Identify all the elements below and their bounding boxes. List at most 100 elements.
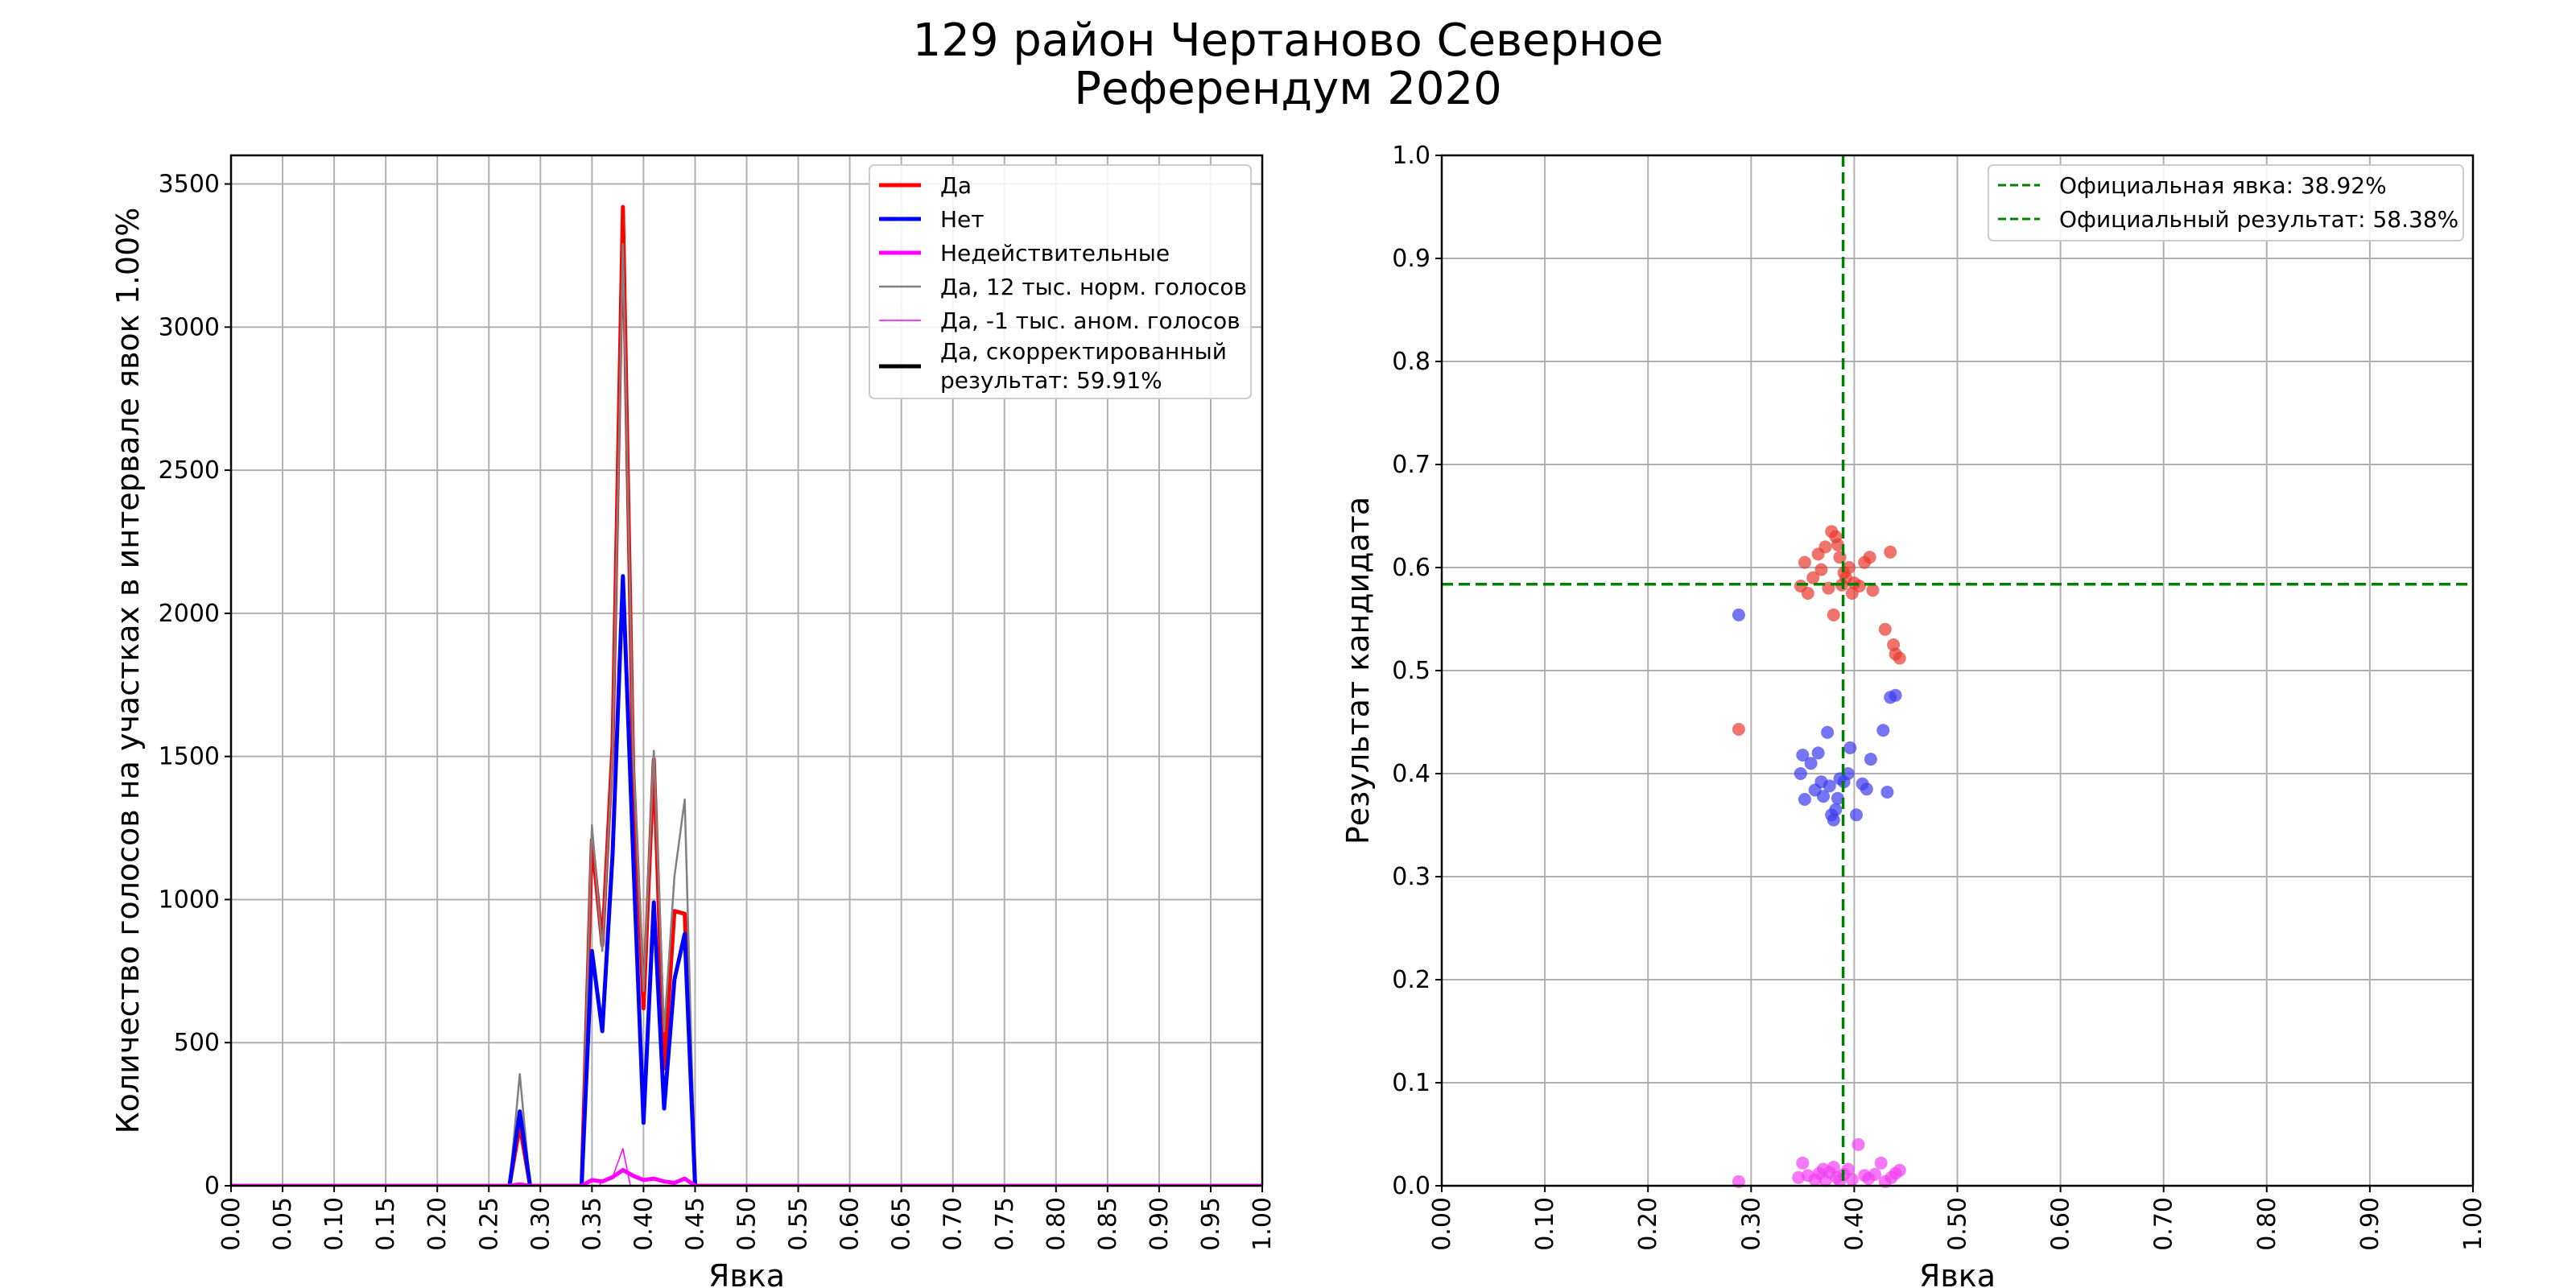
x-tick-label: 0.00	[1428, 1197, 1456, 1251]
plot-frame	[229, 154, 1264, 1187]
y-tick-label: 0.3	[1392, 863, 1430, 891]
x-tick-label: 0.20	[1634, 1197, 1662, 1251]
scatter-point-2	[1889, 688, 1902, 702]
x-tick-label: 1.00	[1249, 1197, 1277, 1251]
scatter-point-3	[1845, 1173, 1859, 1187]
scatter-point-1	[1843, 561, 1856, 574]
scatter-point-1	[1806, 571, 1820, 584]
y-axis-label: Результат кандидата	[1340, 497, 1376, 844]
scatter-point-1	[1798, 555, 1811, 569]
scatter-point-1	[1818, 540, 1832, 554]
y-tick-label: 2000	[159, 600, 220, 628]
x-tick-label: 0.60	[836, 1197, 865, 1251]
plot-frame	[1440, 154, 2475, 1187]
x-tick-label: 0.90	[1146, 1197, 1174, 1251]
y-tick-label: 2500	[159, 456, 220, 485]
y-tick-label: 0.2	[1392, 966, 1430, 994]
scatter-point-1	[1814, 563, 1828, 576]
scatter-point-3	[1868, 1167, 1881, 1181]
legend-label: Да, 12 тыс. норм. голосов	[940, 274, 1247, 300]
x-tick-label: 0.35	[578, 1197, 606, 1251]
x-tick-label: 0.10	[320, 1197, 349, 1251]
y-tick-label: 500	[174, 1029, 220, 1057]
x-tick-label: 0.55	[785, 1197, 813, 1251]
scatter-point-2	[1823, 779, 1836, 793]
scatter-point-2	[1829, 803, 1843, 816]
scatter-point-1	[1801, 587, 1814, 600]
chart-title-line-2: Референдум 2020	[1074, 63, 1502, 115]
x-tick-label: 0.30	[1737, 1197, 1765, 1251]
scatter-point-3	[1852, 1137, 1865, 1151]
x-tick-label: 0.10	[1531, 1197, 1559, 1251]
x-tick-label: 0.85	[1094, 1197, 1122, 1251]
x-tick-label: 0.25	[475, 1197, 503, 1251]
x-tick-label: 0.50	[1944, 1197, 1972, 1251]
scatter-point-2	[1821, 725, 1835, 739]
scatter-point-2	[1827, 813, 1840, 827]
scatter-point-2	[1880, 786, 1894, 799]
y-tick-label: 0.4	[1392, 760, 1430, 788]
x-tick-label: 0.30	[526, 1197, 555, 1251]
y-tick-label: 3000	[159, 313, 220, 341]
x-tick-label: 0.05	[269, 1197, 297, 1251]
y-tick-label: 0.8	[1392, 348, 1430, 376]
legend-label: Да	[940, 172, 972, 199]
y-tick-label: 0.9	[1392, 245, 1430, 273]
x-tick-label: 0.95	[1197, 1197, 1225, 1251]
x-tick-label: 0.90	[2356, 1197, 2384, 1251]
legend-box	[1988, 164, 2464, 242]
legend-label: Официальный результат: 58.38%	[2059, 206, 2458, 233]
x-tick-label: 0.15	[372, 1197, 400, 1251]
x-tick-label: 0.65	[888, 1197, 916, 1251]
y-tick-label: 1.0	[1392, 142, 1430, 170]
scatter-point-2	[1860, 782, 1873, 796]
x-tick-label: 0.45	[681, 1197, 709, 1251]
scatter-point-2	[1841, 767, 1855, 780]
x-tick-label: 0.40	[1840, 1197, 1868, 1251]
scatter-point-3	[1827, 1161, 1840, 1174]
scatter-point-3	[1874, 1156, 1888, 1170]
legend-label-line: результат: 59.91%	[940, 367, 1162, 394]
x-tick-label: 0.60	[2047, 1197, 2075, 1251]
y-tick-label: 0.5	[1392, 657, 1430, 685]
y-tick-label: 1500	[159, 743, 220, 771]
scatter-point-1	[1866, 584, 1880, 597]
legend-box	[869, 164, 1252, 399]
x-tick-label: 0.50	[733, 1197, 762, 1251]
x-axis-label: Явка	[708, 1258, 785, 1288]
legend-label: Да, скорректированный результат: 59.91%	[940, 338, 1227, 394]
x-tick-label: 0.40	[630, 1197, 658, 1251]
series-line-2	[231, 574, 1262, 1186]
scatter-point-2	[1817, 790, 1830, 803]
scatter-point-1	[1884, 545, 1897, 559]
y-tick-label: 0.0	[1392, 1172, 1430, 1200]
y-tick-label: 0	[204, 1172, 220, 1200]
scatter-point-1	[1732, 723, 1745, 736]
y-tick-label: 1000	[159, 886, 220, 914]
scatter-chart: 0.00 0.10 0.20 0.30 0.40 0.50 0.60 0.70 0.80 0.90…	[1340, 142, 2487, 1288]
scatter-point-2	[1811, 746, 1825, 760]
scatter-point-2	[1798, 793, 1811, 806]
scatter-point-2	[1876, 724, 1890, 737]
scatter-point-2	[1831, 791, 1844, 805]
x-tick-label: 0.70	[2150, 1197, 2178, 1251]
scatter-point-1	[1827, 608, 1840, 621]
y-tick-label: 0.7	[1392, 451, 1430, 479]
scatter-point-2	[1804, 757, 1818, 770]
x-tick-label: 0.70	[939, 1197, 968, 1251]
x-tick-label: 0.75	[991, 1197, 1019, 1251]
scatter-point-1	[1863, 551, 1876, 564]
scatter-point-2	[1843, 741, 1857, 754]
scatter-point-2	[1732, 608, 1745, 621]
x-tick-label: 0.00	[217, 1197, 246, 1251]
scatter-point-3	[1841, 1162, 1855, 1176]
scatter-point-3	[1893, 1163, 1906, 1177]
y-tick-label: 0.6	[1392, 554, 1430, 582]
y-tick-label: 3500	[159, 171, 220, 199]
x-tick-label: 0.20	[423, 1197, 452, 1251]
legend-label: Нет	[940, 206, 985, 233]
scatter-point-1	[1852, 580, 1866, 592]
legend-label: Официальная явка: 38.92%	[2059, 172, 2387, 199]
scatter-point-3	[1796, 1156, 1810, 1170]
